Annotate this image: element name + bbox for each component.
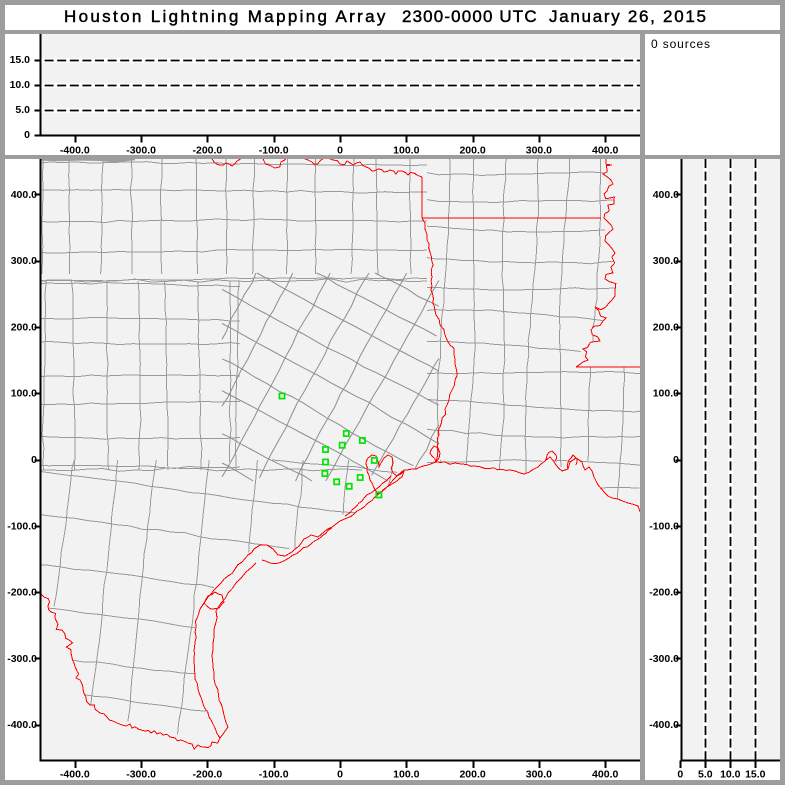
svg-text:0: 0 (677, 768, 683, 780)
svg-text:-100.0: -100.0 (259, 768, 289, 780)
svg-text:-400.0: -400.0 (60, 768, 90, 780)
svg-text:15.0: 15.0 (10, 54, 31, 66)
svg-text:-300.0: -300.0 (126, 144, 156, 156)
svg-text:200.0: 200.0 (653, 321, 679, 333)
svg-text:300.0: 300.0 (526, 768, 552, 780)
svg-text:5.0: 5.0 (698, 768, 713, 780)
svg-text:-400.0: -400.0 (649, 719, 679, 731)
svg-text:0: 0 (31, 454, 37, 466)
svg-text:200.0: 200.0 (459, 144, 485, 156)
svg-text:-200.0: -200.0 (7, 587, 37, 599)
svg-text:-400.0: -400.0 (7, 719, 37, 731)
svg-text:January 26, 2015: January 26, 2015 (549, 7, 706, 26)
svg-text:400.0: 400.0 (653, 189, 679, 201)
svg-text:200.0: 200.0 (459, 768, 485, 780)
svg-text:-300.0: -300.0 (126, 768, 156, 780)
svg-text:2300-0000 UTC: 2300-0000 UTC (402, 7, 537, 26)
svg-text:-100.0: -100.0 (259, 144, 289, 156)
svg-text:-200.0: -200.0 (649, 587, 679, 599)
svg-text:100.0: 100.0 (393, 768, 419, 780)
svg-text:10.0: 10.0 (720, 768, 741, 780)
svg-text:0: 0 (337, 144, 343, 156)
svg-text:200.0: 200.0 (11, 321, 37, 333)
svg-text:-400.0: -400.0 (60, 144, 90, 156)
svg-text:400.0: 400.0 (592, 768, 618, 780)
svg-text:400.0: 400.0 (11, 189, 37, 201)
svg-text:-200.0: -200.0 (193, 768, 223, 780)
svg-text:-100.0: -100.0 (7, 520, 37, 532)
svg-text:100.0: 100.0 (393, 144, 419, 156)
svg-text:300.0: 300.0 (526, 144, 552, 156)
svg-text:-200.0: -200.0 (193, 144, 223, 156)
svg-text:-100.0: -100.0 (649, 520, 679, 532)
svg-text:0: 0 (673, 454, 679, 466)
svg-text:Houston Lightning Mapping Arra: Houston Lightning Mapping Array (64, 7, 386, 26)
svg-text:10.0: 10.0 (10, 79, 31, 91)
svg-text:0: 0 (337, 768, 343, 780)
svg-text:0 sources: 0 sources (651, 37, 710, 51)
svg-text:100.0: 100.0 (11, 388, 37, 400)
svg-text:-300.0: -300.0 (7, 653, 37, 665)
svg-text:5.0: 5.0 (15, 104, 30, 116)
svg-text:15.0: 15.0 (745, 768, 766, 780)
svg-text:400.0: 400.0 (592, 144, 618, 156)
svg-text:300.0: 300.0 (11, 255, 37, 267)
svg-text:300.0: 300.0 (653, 255, 679, 267)
svg-text:100.0: 100.0 (653, 388, 679, 400)
svg-text:0: 0 (24, 129, 30, 141)
svg-text:-300.0: -300.0 (649, 653, 679, 665)
